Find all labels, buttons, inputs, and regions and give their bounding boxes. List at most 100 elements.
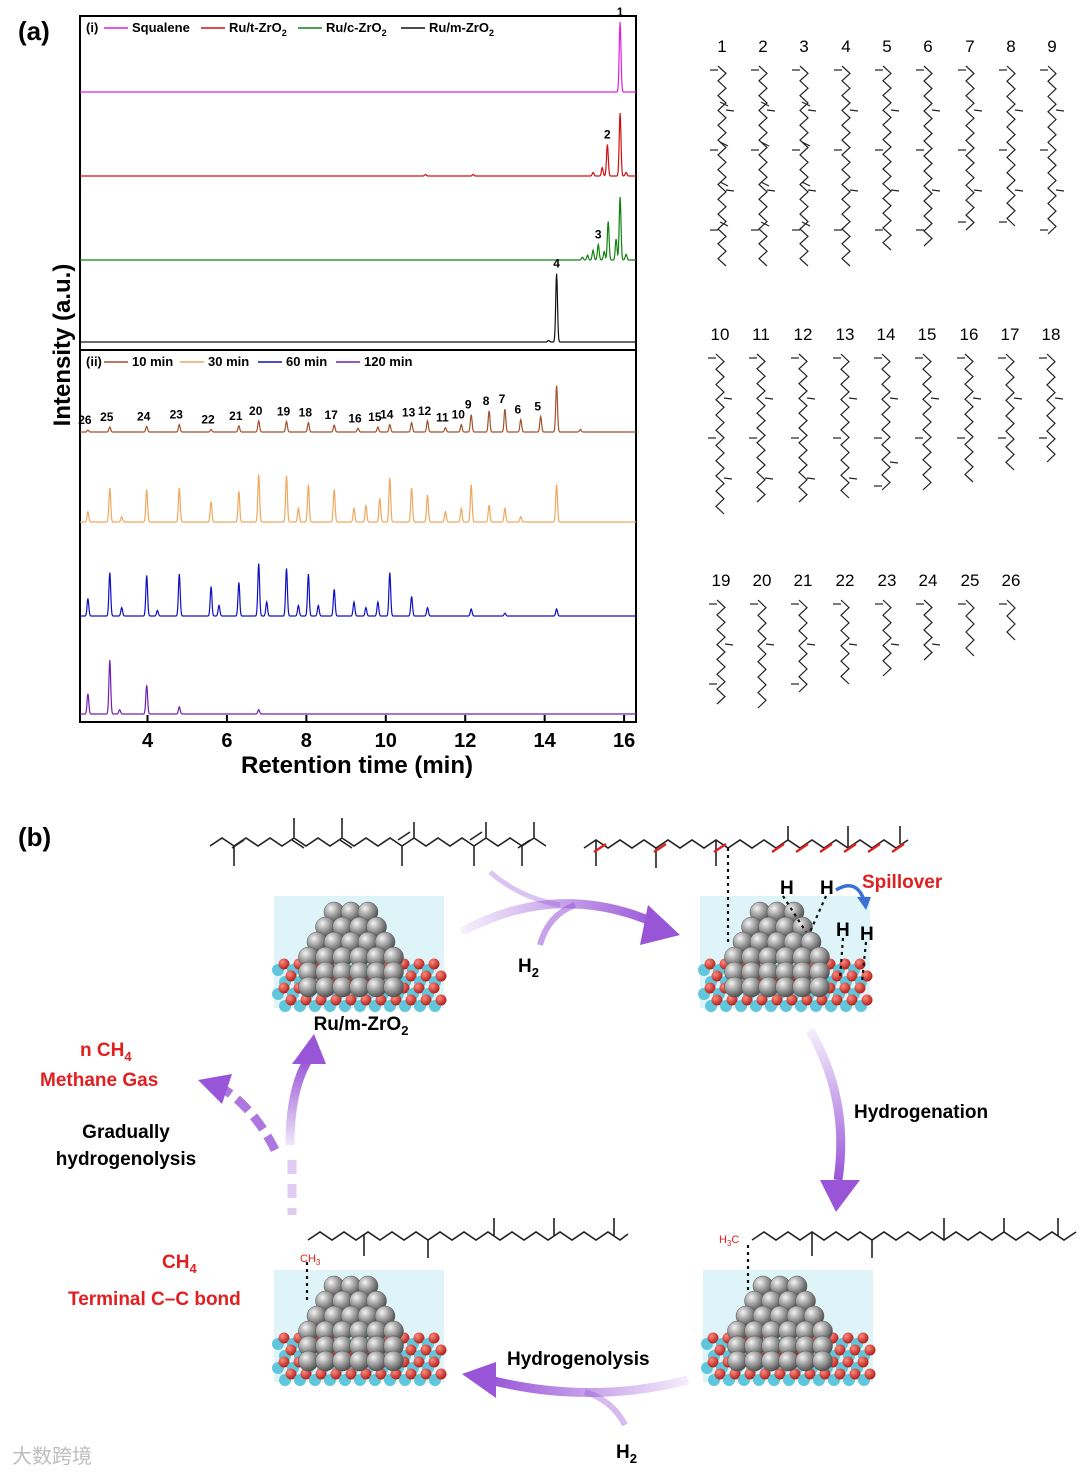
oxygen-atom <box>435 994 447 1006</box>
oxygen-atom <box>704 958 716 970</box>
legend-entry: 60 min <box>286 354 327 369</box>
compound-branch <box>972 397 982 400</box>
oxygen-atom <box>345 1368 357 1380</box>
compound-branch <box>1014 109 1024 112</box>
compound-chain <box>965 599 975 657</box>
ch4-label: CH4 <box>162 1252 197 1276</box>
oxygen-atom <box>278 958 290 970</box>
compound-branch <box>973 189 983 192</box>
peak-label: 14 <box>380 408 394 422</box>
oxygen-atom <box>771 994 783 1006</box>
legend-entry: Ru/c-ZrO2 <box>326 20 387 38</box>
compound-double-bond <box>760 101 770 107</box>
methane-release-arrow <box>198 1074 280 1153</box>
compound-double-bond <box>719 141 729 147</box>
series-line-10-min <box>80 385 636 433</box>
oxygen-atom <box>405 1344 417 1356</box>
legend-entry: Ru/t-ZrO2 <box>229 20 287 38</box>
compound-chain <box>799 65 809 267</box>
oxygen-atom <box>285 1368 297 1380</box>
compound-branch <box>807 109 817 112</box>
compound-chain <box>1005 353 1015 471</box>
oxygen-atom <box>744 1368 756 1380</box>
compound-label: 17 <box>1001 325 1020 344</box>
compound-chain <box>840 599 850 685</box>
compound-branch <box>806 643 816 646</box>
ch3-label: CH3 <box>300 1253 321 1267</box>
x-tick-label: 12 <box>454 730 476 752</box>
compound-label: 10 <box>711 325 730 344</box>
compound-chain <box>841 65 851 267</box>
oxygen-atom <box>741 994 753 1006</box>
oxygen-atom <box>435 1344 447 1356</box>
h2-label-bottom: H2 <box>616 1442 637 1466</box>
peak-label: 9 <box>465 398 472 412</box>
series-line-120-min <box>80 659 636 715</box>
compound-branch <box>723 477 733 480</box>
cycle-up-arrow <box>285 1034 326 1215</box>
peak-label: 5 <box>534 400 541 414</box>
compound-branch <box>764 477 774 480</box>
legend-entry: 120 min <box>364 354 412 369</box>
compound-label: 19 <box>712 571 731 590</box>
compound-chain <box>758 65 768 267</box>
oxygen-atom <box>861 994 873 1006</box>
oxygen-atom <box>405 994 417 1006</box>
x-tick-label: 16 <box>613 730 635 752</box>
compound-label: 25 <box>961 571 980 590</box>
legend-entry: 10 min <box>132 354 173 369</box>
x-tick-label: 14 <box>534 730 557 752</box>
oxygen-atom <box>278 1356 290 1368</box>
series-line-ru-t-zro2 <box>80 112 636 177</box>
peak-label: 3 <box>595 228 602 242</box>
oxygen-atom <box>864 1368 876 1380</box>
oxygen-atom <box>375 1368 387 1380</box>
compound-branch <box>766 189 776 192</box>
legend-entry: 30 min <box>208 354 249 369</box>
x-tick-label: 10 <box>375 730 397 752</box>
compound-chain <box>965 65 975 231</box>
oxygen-atom <box>420 1368 432 1380</box>
compound-chain <box>882 65 892 251</box>
compound-label: 15 <box>918 325 937 344</box>
peak-label: 13 <box>402 406 416 420</box>
peak-label: 12 <box>418 404 432 418</box>
x-tick-label: 8 <box>301 730 312 752</box>
compound-branch <box>807 189 817 192</box>
compound-chain <box>964 353 974 483</box>
compound-label: 22 <box>836 571 855 590</box>
compound-branch <box>1014 189 1024 192</box>
compound-chain <box>922 353 932 491</box>
compound-branch <box>848 643 858 646</box>
squalane-structure-bottom-left <box>307 1218 629 1258</box>
h-atom-4: H <box>860 924 874 945</box>
compound-label: 7 <box>965 37 974 56</box>
peak-label: 10 <box>452 408 466 422</box>
oxygen-atom <box>842 1356 854 1368</box>
compound-label: 11 <box>752 325 770 344</box>
compound-branch <box>890 109 900 112</box>
adsorbed-squalene-structure <box>583 826 909 868</box>
compound-branch <box>930 397 940 400</box>
catalyst-particle-1 <box>272 896 447 1012</box>
series-line-ru-m-zro2 <box>80 273 636 343</box>
compound-double-bond <box>801 181 811 187</box>
h-atom-3: H <box>836 920 850 941</box>
peak-label: 22 <box>201 413 215 427</box>
compound-branch <box>931 643 941 646</box>
compound-branch <box>806 397 816 400</box>
oxygen-atom <box>834 1368 846 1380</box>
ru-atom <box>383 976 404 998</box>
adsorption-lines <box>305 848 868 1300</box>
compound-label: 8 <box>1006 37 1015 56</box>
h3c-label: H3C <box>719 1234 739 1248</box>
oxygen-atom <box>413 982 425 994</box>
compound-label: 18 <box>1042 325 1061 344</box>
compound-label: 6 <box>923 37 932 56</box>
subpanel-label: (ii) <box>86 354 102 369</box>
oxygen-atom <box>831 994 843 1006</box>
h-atom-1: H <box>780 878 794 899</box>
peak-label: 24 <box>137 409 151 423</box>
oxygen-atom <box>413 958 425 970</box>
